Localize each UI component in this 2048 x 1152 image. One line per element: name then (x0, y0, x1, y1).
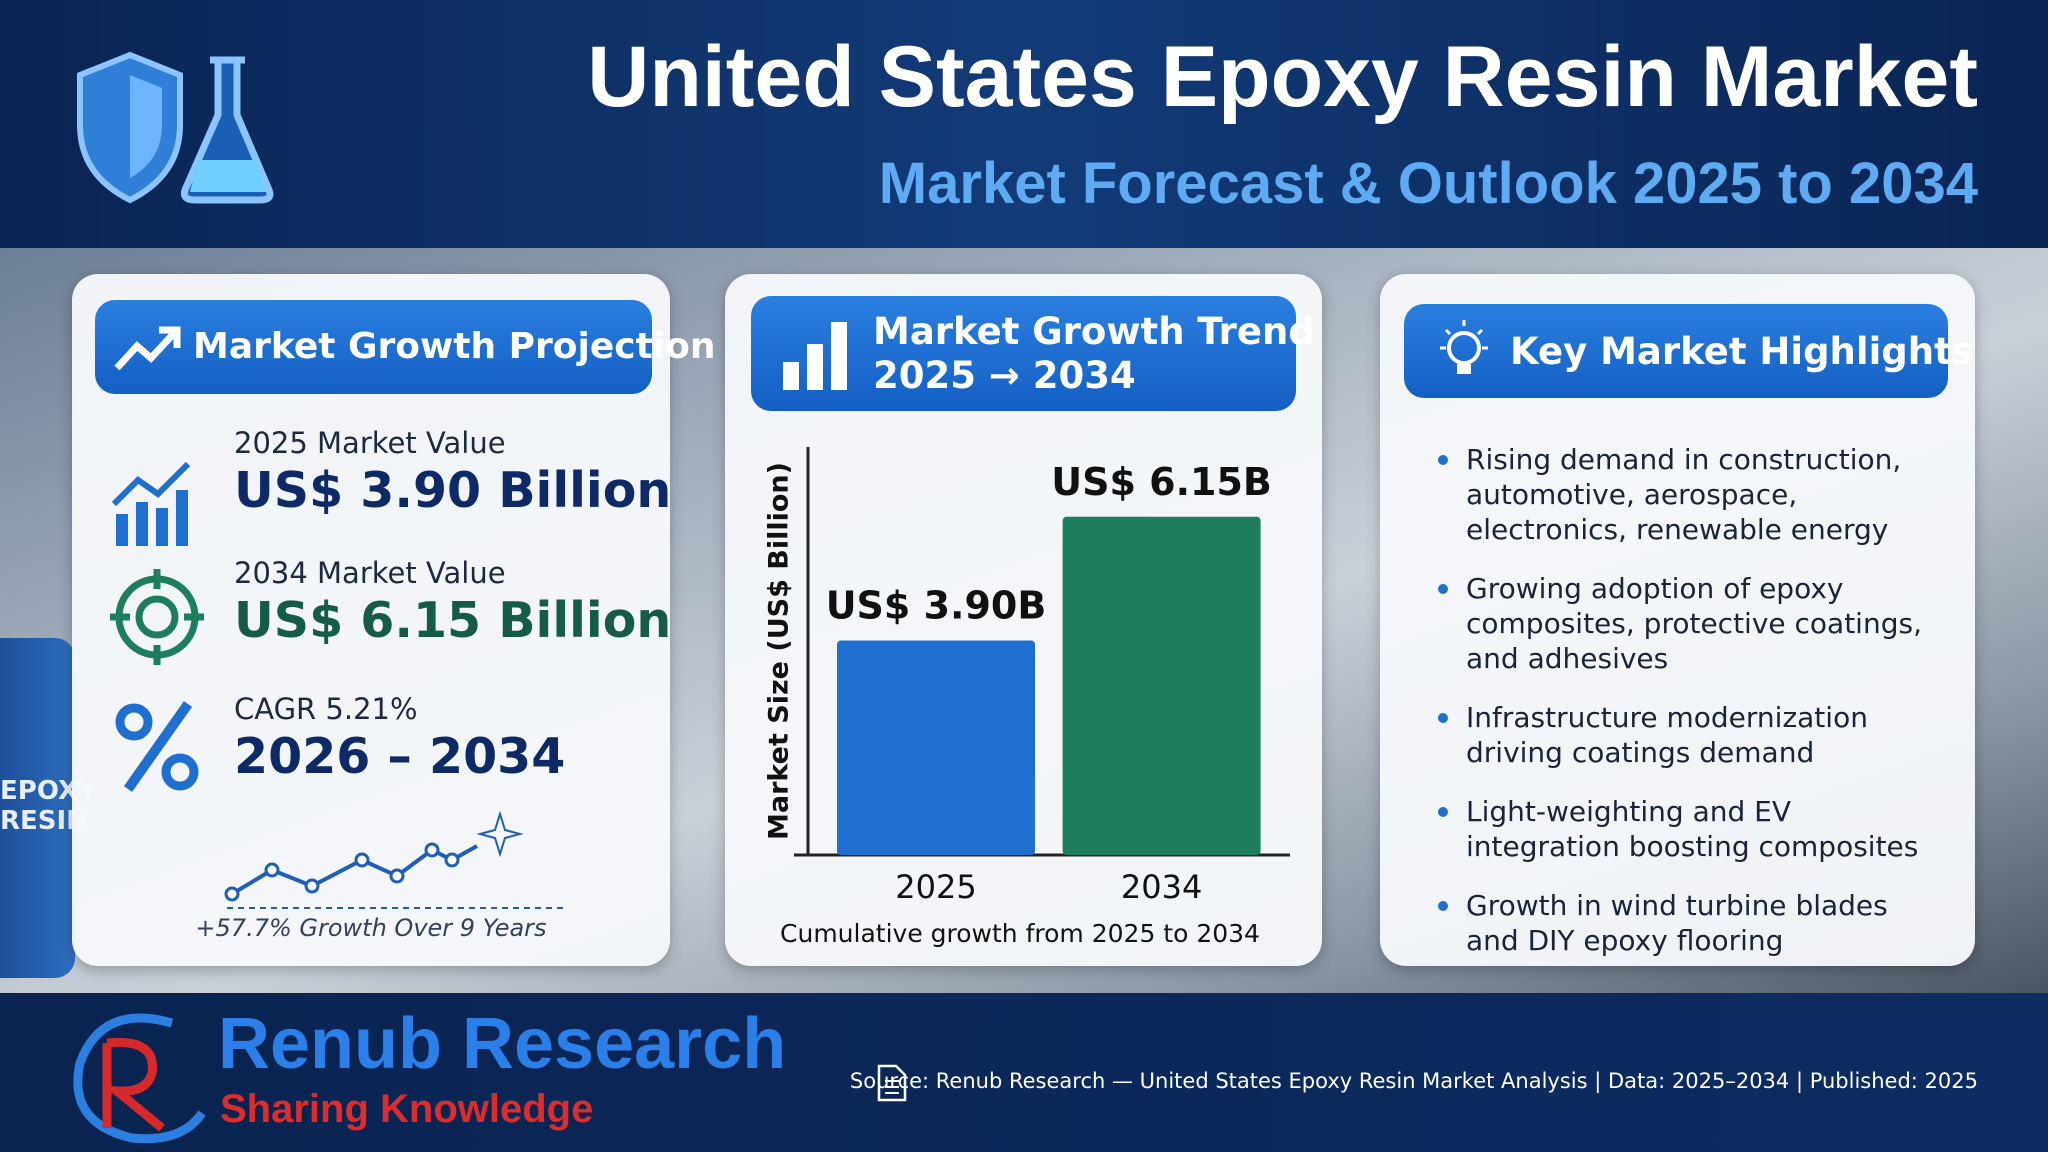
highlight-item: Growth in wind turbine blades and DIY ep… (1438, 888, 1948, 958)
sparkline (224, 810, 567, 909)
brand-name: Renub Research (218, 1004, 787, 1084)
highlights-heading-pill: Key Market Highlights (1404, 304, 1974, 398)
trend-heading-pill: Market Growth Trend 2025 → 2034 (751, 296, 1315, 411)
highlights-heading: Key Market Highlights (1510, 330, 1974, 373)
highlights-panel: Key Market Highlights Rising demand in c… (1380, 274, 1975, 966)
projection-heading: Market Growth Projection (193, 326, 716, 367)
item-label: 2025 Market Value (234, 426, 506, 460)
brand-logo (73, 1013, 206, 1143)
y-axis-label: Market Size (US$ Billion) (764, 462, 795, 840)
value-label: US$ 6.15B (1051, 460, 1272, 504)
logo-icon (77, 51, 274, 204)
item-label: 2034 Market Value (234, 556, 506, 590)
highlights-list: Rising demand in construction, automotiv… (1438, 442, 1948, 982)
header: United States Epoxy Resin Market Market … (0, 0, 2048, 248)
projection-heading-pill: Market Growth Projection (95, 300, 716, 394)
bar (837, 640, 1035, 855)
item-value: US$ 6.15 Billion (234, 592, 672, 649)
highlight-item: Light-weighting and EV integration boost… (1438, 794, 1948, 864)
item-value: 2026 – 2034 (234, 728, 566, 785)
document-icon (877, 1064, 907, 1102)
subtitle: Market Forecast & Outlook 2025 to 2034 (878, 151, 1978, 216)
chart-caption: Cumulative growth from 2025 to 2034 (780, 919, 1260, 948)
item-label: CAGR 5.21% (234, 692, 418, 726)
value-label: US$ 3.90B (826, 584, 1047, 628)
highlight-item: Growing adoption of epoxy composites, pr… (1438, 571, 1948, 676)
footer: Renub Research Sharing Knowledge Source:… (0, 993, 2048, 1152)
x-tick-label: 2034 (1121, 868, 1202, 906)
bulb-icon (1440, 320, 1488, 374)
projection-caption: +57.7% Growth Over 9 Years (195, 914, 547, 942)
trend-range: 2025 → 2034 (873, 354, 1136, 397)
x-tick-label: 2025 (895, 868, 976, 906)
source-note: Source: Renub Research — United States E… (849, 1069, 1978, 1093)
bar-icon (783, 322, 847, 390)
brand-tagline: Sharing Knowledge (220, 1087, 594, 1131)
highlight-item: Rising demand in construction, automotiv… (1438, 442, 1948, 547)
item-icons (110, 461, 204, 792)
title: United States Epoxy Resin Market (587, 29, 1978, 125)
projection-panel: Market Growth Projection 2025 Market Val… (72, 274, 716, 966)
bar (1062, 516, 1261, 855)
item-value: US$ 3.90 Billion (234, 462, 672, 519)
trend-heading: Market Growth Trend (873, 310, 1315, 353)
growth-icon (114, 326, 181, 371)
highlight-item: Infrastructure modernization driving coa… (1438, 700, 1948, 770)
